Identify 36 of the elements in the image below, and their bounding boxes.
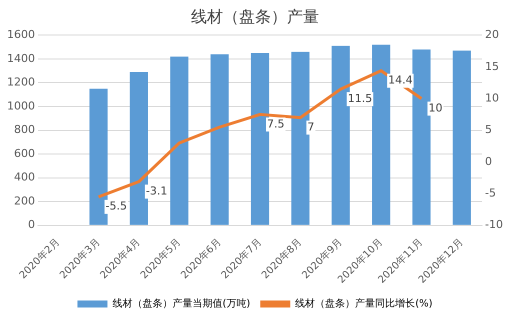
y2-tick-label: 0: [485, 154, 492, 168]
y2-tick-label: 10: [485, 91, 500, 104]
y-tick-label: 600: [14, 146, 35, 160]
y-tick-label: 400: [14, 170, 35, 184]
y-tick-label: 1400: [6, 52, 35, 65]
data-label: -5.5: [106, 200, 128, 213]
y-tick-label: 1000: [6, 99, 35, 112]
bar: [170, 56, 188, 225]
data-label: 14.4: [388, 74, 413, 87]
data-label: 10: [428, 101, 442, 114]
data-label: 11.5: [348, 92, 372, 105]
bar: [89, 88, 108, 225]
y-tick-label: 1600: [6, 28, 35, 42]
y2-tick-label: -5: [485, 186, 496, 200]
y2-tick-label: 20: [485, 28, 500, 42]
bar: [412, 49, 431, 225]
chart-title: 线材（盘条）产量: [191, 6, 319, 26]
y2-tick-label: 5: [485, 123, 492, 136]
bar: [291, 52, 310, 225]
data-label: 7: [307, 120, 314, 134]
y2-tick-label: -10: [485, 218, 503, 232]
y-tick-label: 800: [14, 123, 35, 136]
bar: [250, 53, 270, 225]
data-label: 7.5: [267, 117, 285, 130]
legend-label: 线材（盘条）产量当期值(万吨): [112, 298, 250, 310]
bar: [130, 72, 148, 225]
bar: [210, 54, 229, 225]
y-tick-label: 200: [14, 194, 35, 208]
bar: [452, 50, 471, 225]
bar: [372, 44, 390, 225]
y2-tick-label: 15: [485, 60, 500, 73]
legend-label: 线材（盘条）产量同比增长(%): [295, 298, 433, 310]
y-tick-label: 0: [28, 218, 35, 232]
bar: [332, 46, 350, 225]
y-tick-label: 1200: [6, 76, 35, 89]
data-label: -3.1: [146, 184, 168, 198]
